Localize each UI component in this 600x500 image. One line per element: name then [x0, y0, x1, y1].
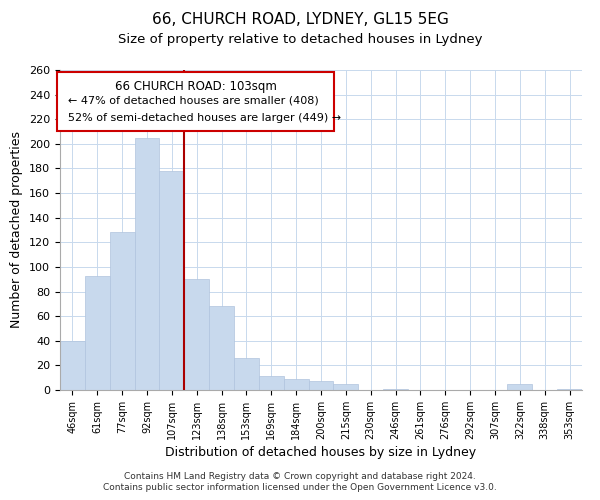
Bar — [259, 376, 284, 390]
Bar — [234, 358, 259, 390]
Bar — [184, 279, 209, 390]
Bar — [110, 232, 134, 390]
Text: 52% of semi-detached houses are larger (449) →: 52% of semi-detached houses are larger (… — [68, 113, 341, 123]
Y-axis label: Number of detached properties: Number of detached properties — [10, 132, 23, 328]
Bar — [334, 384, 358, 390]
Bar — [85, 276, 110, 390]
Bar — [383, 389, 408, 390]
Bar — [284, 379, 308, 390]
Bar — [209, 306, 234, 390]
Text: 66, CHURCH ROAD, LYDNEY, GL15 5EG: 66, CHURCH ROAD, LYDNEY, GL15 5EG — [152, 12, 448, 28]
Bar — [508, 384, 532, 390]
Text: Contains HM Land Registry data © Crown copyright and database right 2024.: Contains HM Land Registry data © Crown c… — [124, 472, 476, 481]
Text: ← 47% of detached houses are smaller (408): ← 47% of detached houses are smaller (40… — [68, 96, 319, 106]
Bar — [134, 138, 160, 390]
Bar — [308, 382, 334, 390]
Text: Contains public sector information licensed under the Open Government Licence v3: Contains public sector information licen… — [103, 484, 497, 492]
X-axis label: Distribution of detached houses by size in Lydney: Distribution of detached houses by size … — [166, 446, 476, 459]
FancyBboxPatch shape — [58, 72, 334, 131]
Bar — [160, 171, 184, 390]
Bar — [60, 341, 85, 390]
Bar — [557, 389, 582, 390]
Text: Size of property relative to detached houses in Lydney: Size of property relative to detached ho… — [118, 32, 482, 46]
Text: 66 CHURCH ROAD: 103sqm: 66 CHURCH ROAD: 103sqm — [115, 80, 277, 92]
